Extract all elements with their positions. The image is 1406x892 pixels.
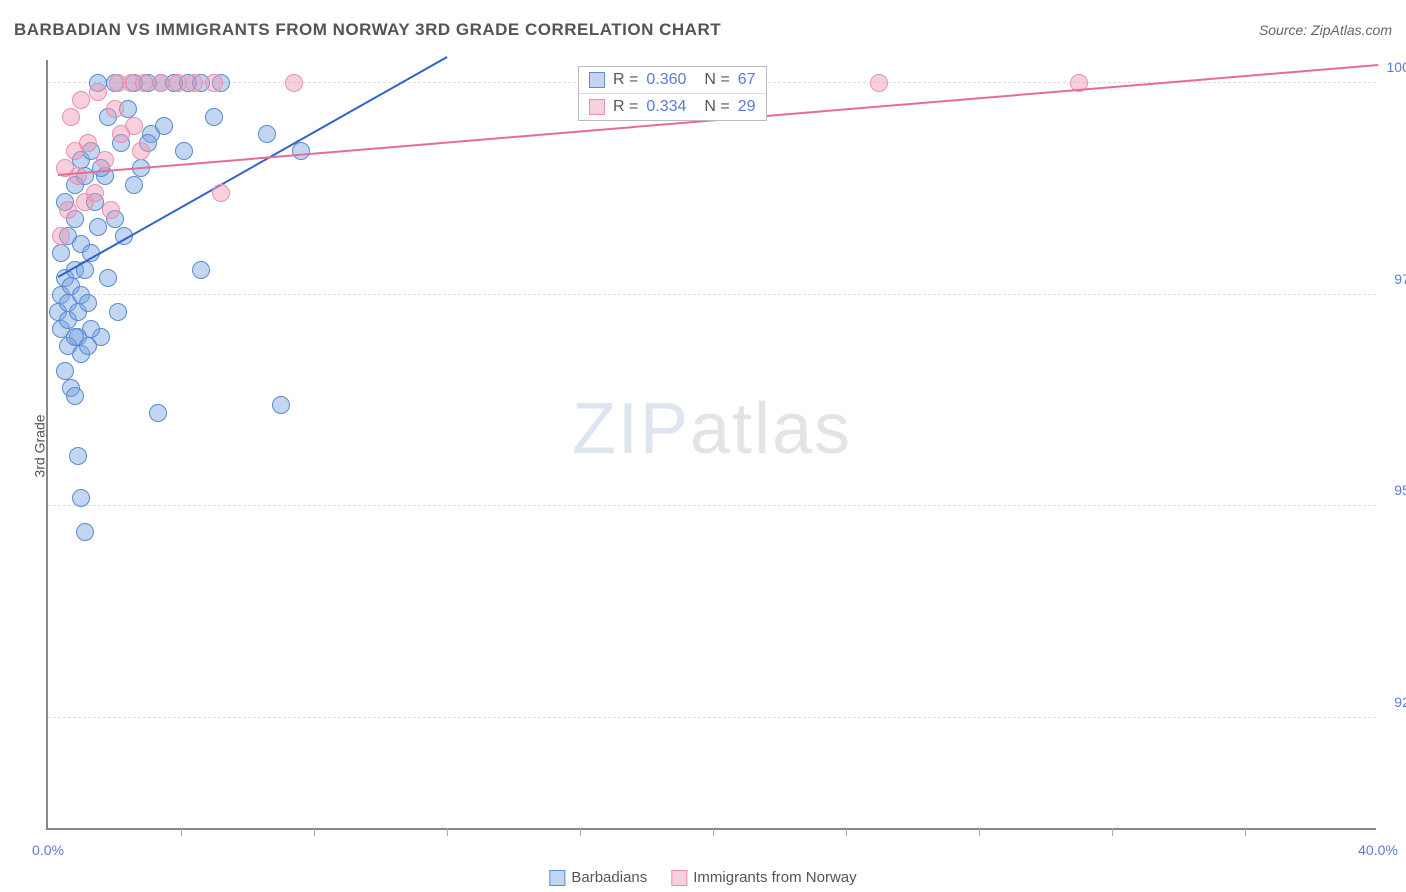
watermark-atlas: atlas	[690, 389, 852, 469]
y-tick-label: 100.0%	[1382, 59, 1406, 75]
data-point	[89, 218, 107, 236]
data-point	[99, 269, 117, 287]
stat-r-value: 0.360	[646, 71, 686, 89]
data-point	[192, 261, 210, 279]
x-tick	[1245, 828, 1246, 836]
data-point	[96, 151, 114, 169]
data-point	[205, 108, 223, 126]
data-point	[59, 201, 77, 219]
swatch-icon	[671, 870, 687, 886]
x-tick	[846, 828, 847, 836]
data-point	[258, 125, 276, 143]
swatch-icon	[549, 870, 565, 886]
stats-row: R = 0.360 N = 67	[579, 67, 766, 93]
data-point	[292, 142, 310, 160]
legend-item-norway: Immigrants from Norway	[671, 869, 856, 886]
data-point	[185, 74, 203, 92]
y-tick-label: 97.5%	[1382, 271, 1406, 287]
data-point	[285, 74, 303, 92]
gridline	[48, 294, 1376, 295]
data-point	[102, 201, 120, 219]
data-point	[212, 184, 230, 202]
x-tick	[447, 828, 448, 836]
data-point	[66, 387, 84, 405]
stat-r-value: 0.334	[646, 98, 686, 116]
x-tick	[1112, 828, 1113, 836]
swatch-icon	[589, 99, 605, 115]
data-point	[52, 227, 70, 245]
data-point	[132, 142, 150, 160]
gridline	[48, 717, 1376, 718]
data-point	[79, 134, 97, 152]
stat-r-label: R =	[613, 98, 638, 116]
x-tick	[713, 828, 714, 836]
gridline	[48, 505, 1376, 506]
x-tick-label: 0.0%	[32, 842, 64, 858]
data-point	[155, 117, 173, 135]
data-point	[79, 294, 97, 312]
data-point	[72, 91, 90, 109]
stat-n-label: N =	[704, 71, 729, 89]
data-point	[56, 362, 74, 380]
data-point	[175, 142, 193, 160]
stats-row: R = 0.334 N = 29	[579, 93, 766, 120]
y-tick-label: 92.5%	[1382, 694, 1406, 710]
x-tick-label: 40.0%	[1358, 842, 1398, 858]
data-point	[52, 244, 70, 262]
bottom-legend: Barbadians Immigrants from Norway	[549, 869, 856, 886]
source-label: Source: ZipAtlas.com	[1259, 22, 1392, 38]
data-point	[169, 74, 187, 92]
data-point	[89, 83, 107, 101]
stat-n-label: N =	[704, 98, 729, 116]
data-point	[125, 117, 143, 135]
data-point	[72, 489, 90, 507]
data-point	[109, 303, 127, 321]
swatch-icon	[589, 72, 605, 88]
data-point	[106, 100, 124, 118]
x-tick	[979, 828, 980, 836]
chart-title: BARBADIAN VS IMMIGRANTS FROM NORWAY 3RD …	[14, 20, 721, 40]
data-point	[205, 74, 223, 92]
data-point	[272, 396, 290, 414]
data-point	[125, 176, 143, 194]
data-point	[152, 74, 170, 92]
watermark-zip: ZIP	[572, 389, 690, 469]
data-point	[69, 447, 87, 465]
stat-n-value: 29	[738, 98, 756, 116]
legend-item-barbadians: Barbadians	[549, 869, 647, 886]
data-point	[66, 328, 84, 346]
data-point	[86, 184, 104, 202]
data-point	[62, 108, 80, 126]
x-tick	[314, 828, 315, 836]
watermark: ZIPatlas	[572, 388, 852, 470]
x-tick	[181, 828, 182, 836]
stats-box: R = 0.360 N = 67 R = 0.334 N = 29	[578, 66, 767, 121]
x-tick	[580, 828, 581, 836]
y-tick-label: 95.0%	[1382, 482, 1406, 498]
data-point	[149, 404, 167, 422]
y-axis-label: 3rd Grade	[32, 414, 48, 477]
stat-r-label: R =	[613, 71, 638, 89]
stat-n-value: 67	[738, 71, 756, 89]
data-point	[870, 74, 888, 92]
legend-label: Barbadians	[571, 869, 647, 886]
data-point	[135, 74, 153, 92]
plot-area: ZIPatlas 92.5%95.0%97.5%100.0%0.0%40.0%R…	[46, 60, 1376, 830]
legend-label: Immigrants from Norway	[693, 869, 856, 886]
data-point	[76, 523, 94, 541]
